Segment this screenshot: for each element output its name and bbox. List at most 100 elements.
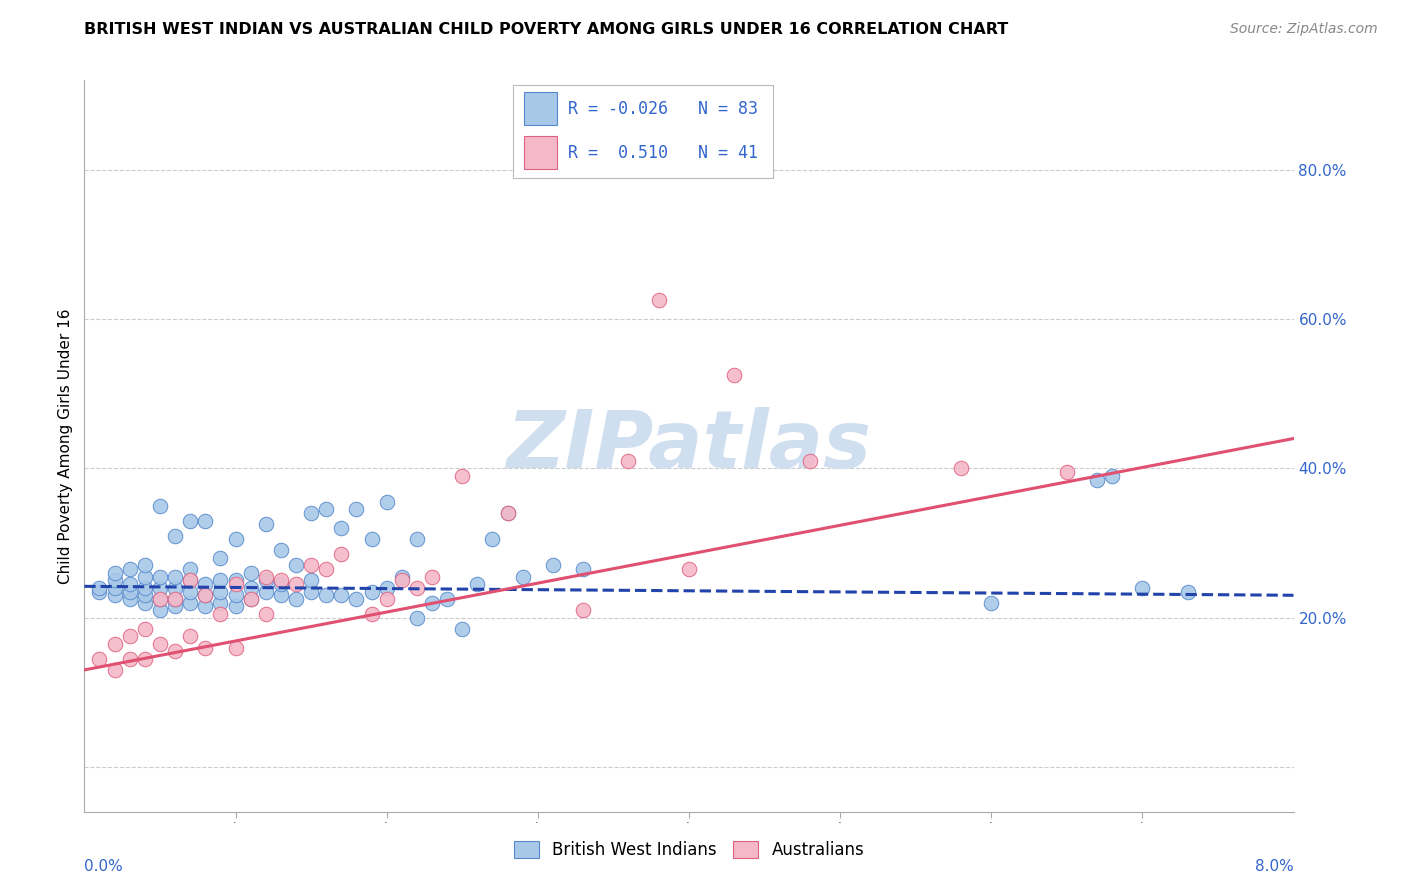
Point [1132,581,1154,595]
Point [194,599,217,614]
Point [950,461,973,475]
Point [179,514,201,528]
Point [299,574,322,588]
Point [1056,465,1078,479]
Point [225,640,247,655]
Point [799,454,821,468]
Point [391,574,413,588]
Point [330,547,353,561]
Y-axis label: Child Poverty Among Girls Under 16: Child Poverty Among Girls Under 16 [58,309,73,583]
Point [104,663,127,677]
Point [149,637,172,651]
Point [1177,584,1199,599]
Point [209,551,232,566]
Point [346,592,368,607]
Text: BRITISH WEST INDIAN VS AUSTRALIAN CHILD POVERTY AMONG GIRLS UNDER 16 CORRELATION: BRITISH WEST INDIAN VS AUSTRALIAN CHILD … [84,22,1008,37]
Point [104,581,127,595]
Point [239,581,262,595]
Point [406,581,429,595]
Point [165,644,187,658]
Point [165,592,187,607]
Point [436,592,458,607]
Point [225,588,247,602]
Point [239,592,262,607]
Point [980,596,1002,610]
Point [134,622,156,636]
Point [254,607,277,621]
Point [420,569,443,583]
Point [648,293,671,308]
Point [330,521,353,535]
Point [209,574,232,588]
Point [254,574,277,588]
Point [194,588,217,602]
Point [194,640,217,655]
Point [512,569,534,583]
Point [270,574,292,588]
Point [179,574,201,588]
Point [285,577,308,591]
Point [118,577,141,591]
Point [118,629,141,643]
Point [360,584,382,599]
Point [118,562,141,576]
Point [149,569,172,583]
Point [617,454,640,468]
Point [451,468,474,483]
Point [315,588,337,602]
Point [134,569,156,583]
Point [406,533,429,547]
Point [134,581,156,595]
Point [194,577,217,591]
Point [481,533,503,547]
Point [149,581,172,595]
Point [285,558,308,573]
Point [134,651,156,665]
Point [467,577,489,591]
Point [254,517,277,532]
Text: R = -0.026   N = 83: R = -0.026 N = 83 [568,100,758,118]
Bar [523,136,557,169]
Point [165,581,187,595]
Text: R =  0.510   N = 41: R = 0.510 N = 41 [568,144,758,161]
Point [420,596,443,610]
Point [118,651,141,665]
Point [375,495,398,509]
Text: Source: ZipAtlas.com: Source: ZipAtlas.com [1230,22,1378,37]
Point [179,562,201,576]
Point [1085,473,1108,487]
Point [451,622,474,636]
Point [165,592,187,607]
Point [375,592,398,607]
Point [541,558,564,573]
Point [360,533,382,547]
Point [209,584,232,599]
Point [225,574,247,588]
Point [723,368,745,383]
Point [299,558,322,573]
Point [1101,468,1123,483]
Point [149,603,172,617]
Point [165,528,187,542]
Point [270,588,292,602]
Point [678,562,700,576]
Point [118,584,141,599]
Point [496,506,519,520]
Point [134,558,156,573]
Point [89,581,111,595]
Point [89,651,111,665]
Point [165,569,187,583]
Point [134,596,156,610]
Point [572,562,595,576]
Point [239,592,262,607]
Point [179,584,201,599]
Point [225,533,247,547]
Point [179,574,201,588]
Point [496,506,519,520]
Point [572,603,595,617]
Point [254,584,277,599]
Point [299,584,322,599]
Point [118,592,141,607]
Point [299,506,322,520]
Legend: British West Indians, Australians: British West Indians, Australians [508,834,870,865]
